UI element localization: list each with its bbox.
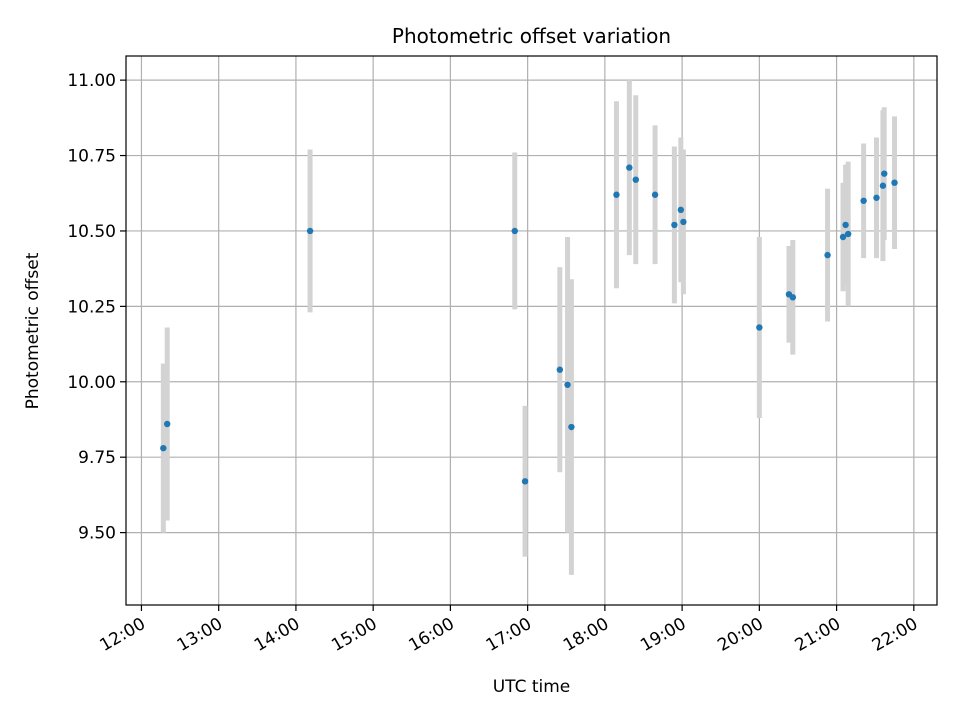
data-point [671, 221, 678, 229]
data-point [844, 230, 852, 238]
x-tick-label: 22:00 [869, 614, 921, 656]
y-tick-label: 10.75 [67, 147, 116, 167]
data-point [160, 444, 167, 452]
y-tick-label: 9.75 [78, 448, 116, 468]
data-point [626, 164, 633, 171]
data-point [306, 227, 314, 235]
data-point [873, 194, 880, 201]
data-point [511, 227, 518, 235]
data-point [564, 381, 571, 388]
y-tick-label: 10.25 [67, 297, 116, 317]
chart-title: Photometric offset variation [392, 24, 671, 48]
x-tick-label: 19:00 [637, 614, 689, 656]
x-tick-label: 18:00 [560, 614, 612, 656]
x-tick-label: 21:00 [792, 614, 844, 656]
y-tick-label: 9.50 [78, 524, 116, 544]
data-point [556, 366, 564, 373]
y-tick-label: 10.50 [67, 222, 116, 242]
data-point [163, 420, 171, 428]
x-tick-label: 14:00 [251, 614, 303, 656]
y-tick-label: 11.00 [67, 71, 116, 91]
data-point [756, 324, 763, 331]
data-point [842, 221, 849, 229]
data-point [613, 191, 620, 198]
data-point [860, 197, 867, 204]
x-tick-label: 13:00 [174, 614, 226, 656]
data-point [891, 179, 898, 186]
data-point [789, 294, 797, 301]
x-tick-label: 20:00 [714, 614, 766, 656]
data-point [632, 176, 639, 183]
grid [126, 56, 937, 605]
data-point [881, 170, 888, 177]
x-tick-label: 16:00 [405, 614, 457, 656]
data-point [677, 206, 685, 214]
data-point [568, 423, 575, 431]
plot-frame [125, 55, 938, 606]
data-point [521, 478, 529, 485]
data-points [160, 164, 898, 485]
data-point [879, 182, 887, 189]
data-point [680, 218, 687, 226]
errorbars [160, 80, 898, 575]
x-axis: 12:00 13:00 14:00 15:00 16:00 17:00 18:00 19:00… [97, 605, 921, 656]
y-axis: 9.50 9.75 10.00 10.25 10.50 10.75 11.00 [67, 71, 126, 544]
y-axis-label: Photometric offset [23, 252, 43, 409]
x-tick-label: 17:00 [483, 614, 535, 656]
x-tick-label: 15:00 [328, 614, 380, 656]
data-point [651, 191, 659, 198]
data-point [839, 233, 847, 241]
data-point [824, 251, 831, 259]
y-tick-label: 10.00 [67, 373, 116, 393]
x-axis-label: UTC time [493, 677, 571, 697]
x-tick-label: 12:00 [97, 614, 149, 656]
